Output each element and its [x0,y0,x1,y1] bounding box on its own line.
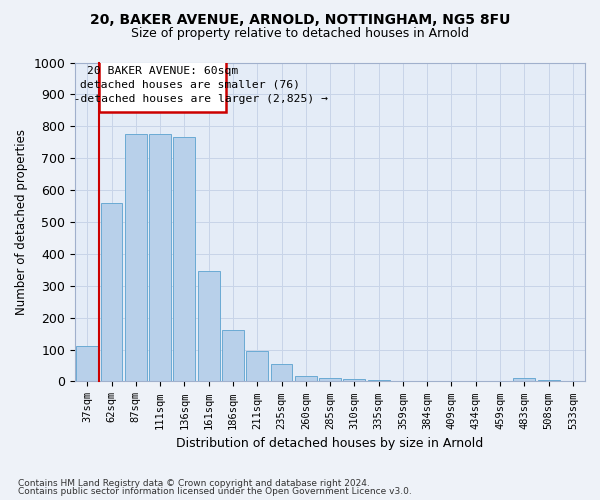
X-axis label: Distribution of detached houses by size in Arnold: Distribution of detached houses by size … [176,437,484,450]
Y-axis label: Number of detached properties: Number of detached properties [15,129,28,315]
Text: Contains HM Land Registry data © Crown copyright and database right 2024.: Contains HM Land Registry data © Crown c… [18,478,370,488]
Bar [76,346,98,382]
Text: 20 BAKER AVENUE: 60sqm
← 3% of detached houses are smaller (76)
97% of semi-deta: 20 BAKER AVENUE: 60sqm ← 3% of detached … [0,66,328,104]
Bar [149,134,171,382]
Text: Size of property relative to detached houses in Arnold: Size of property relative to detached ho… [131,28,469,40]
Bar [125,134,147,382]
FancyBboxPatch shape [100,56,226,112]
Bar [295,376,317,382]
Bar [392,381,414,382]
Bar [538,380,560,382]
Bar [368,380,389,382]
Bar [222,330,244,382]
Bar [173,138,196,382]
Bar [271,364,292,382]
Text: Contains public sector information licensed under the Open Government Licence v3: Contains public sector information licen… [18,487,412,496]
Bar [319,378,341,382]
Bar [514,378,535,382]
Text: 20, BAKER AVENUE, ARNOLD, NOTTINGHAM, NG5 8FU: 20, BAKER AVENUE, ARNOLD, NOTTINGHAM, NG… [90,12,510,26]
Bar [101,203,122,382]
Bar [343,379,365,382]
Bar [562,381,584,382]
Bar [416,381,438,382]
Bar [198,272,220,382]
Bar [247,351,268,382]
